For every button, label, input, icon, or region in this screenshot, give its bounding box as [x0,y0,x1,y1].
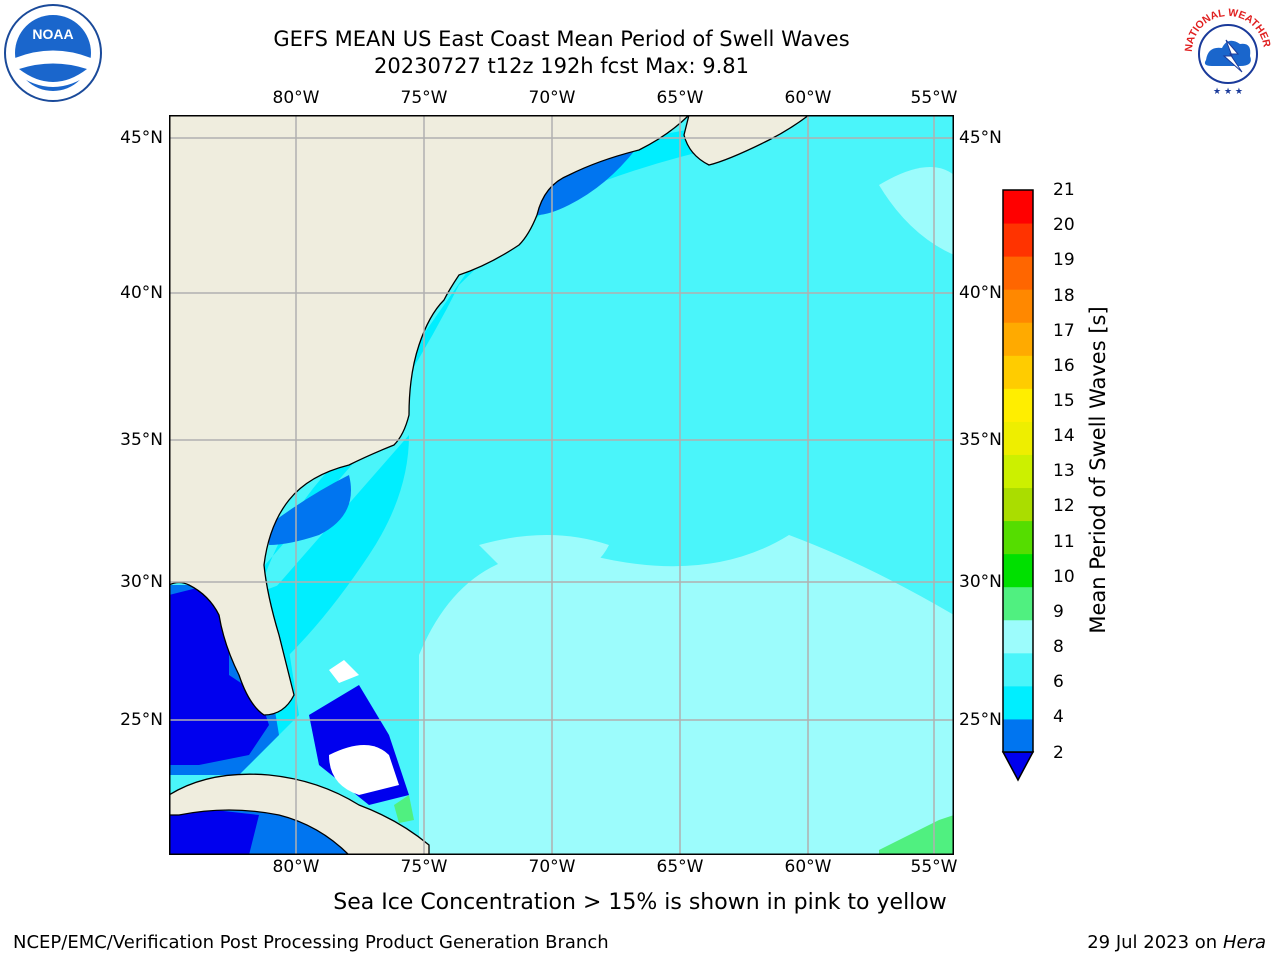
land-nova-scotia [683,115,811,166]
ocean-patch-8-9s [479,535,609,585]
colorbar-segment [1003,388,1033,422]
sea-ice-caption: Sea Ice Concentration > 15% is shown in … [333,890,947,915]
lon-tick-top-75w: 75°W [400,88,448,108]
colorbar-tick-18: 18 [1053,286,1075,306]
swell-period-map [169,115,954,855]
colorbar [1001,189,1035,782]
no-data-north-bahamas [329,660,359,683]
colorbar-tick-2: 2 [1053,743,1064,763]
lat-tick-left-30n: 30°N [120,572,163,592]
footer-branch: NCEP/EMC/Verification Post Processing Pr… [13,932,609,953]
colorbar-tick-21: 21 [1053,180,1075,200]
land-cuba [169,773,430,855]
noaa-logo: NOAA [4,4,102,102]
lat-tick-left-40n: 40°N [120,283,163,303]
footer-date-text: 29 Jul 2023 on [1087,932,1223,953]
lat-tick-right-25n: 25°N [959,710,1002,730]
colorbar-tick-17: 17 [1053,321,1075,341]
colorbar-frame [1002,189,1034,753]
lon-tick-bottom-65w: 65°W [656,857,704,877]
lon-tick-top-55w: 55°W [910,88,958,108]
svg-text:★ ★ ★: ★ ★ ★ [1213,87,1243,97]
ocean-band-8-9s [419,535,954,855]
colorbar-tick-14: 14 [1053,426,1075,446]
no-data-bahamas [329,745,399,795]
nws-logo: NATIONAL WEATHER SERVICE ★ ★ ★ [1178,2,1276,100]
colorbar-tick-9: 9 [1053,602,1064,622]
ocean-band-2-4s-maine [537,145,639,215]
lat-tick-right-30n: 30°N [959,572,1002,592]
colorbar-tick-13: 13 [1053,461,1075,481]
lon-tick-top-70w: 70°W [528,88,576,108]
lat-tick-right-35n: 35°N [959,430,1002,450]
colorbar-segment [1003,322,1033,356]
colorbar-segment [1003,454,1033,489]
lon-tick-bottom-80w: 80°W [272,857,320,877]
footer-date: 29 Jul 2023 on Hera [1087,932,1266,953]
ocean-patch-8-9s-ne [879,167,954,255]
colorbar-tick-6: 6 [1053,672,1064,692]
colorbar-segment [1003,289,1033,323]
lon-tick-bottom-70w: 70°W [528,857,576,877]
colorbar-label: Mean Period of Swell Waves [s] [1086,306,1110,634]
footer-host: Hera [1222,932,1266,953]
colorbar-segment [1003,718,1033,753]
noaa-logo-text: NOAA [32,26,73,42]
colorbar-tick-19: 19 [1053,250,1075,270]
colorbar-tick-12: 12 [1053,496,1075,516]
lon-tick-top-65w: 65°W [656,88,704,108]
ocean-shelf-4-6s [269,435,409,655]
map-subtitle: 20230727 t12z 192h fcst Max: 9.81 [374,54,749,78]
lon-tick-top-80w: 80°W [272,88,320,108]
colorbar-tick-15: 15 [1053,391,1075,411]
colorbar-segment [1003,553,1033,588]
lon-tick-top-60w: 60°W [784,88,832,108]
colorbar-segment [1003,586,1033,621]
colorbar-segment [1003,256,1033,290]
colorbar-tick-4: 4 [1053,707,1064,727]
colorbar-extend-low [1001,751,1035,782]
colorbar-segment [1003,421,1033,455]
lon-tick-bottom-55w: 55°W [910,857,958,877]
colorbar-segment [1003,685,1033,720]
lon-tick-bottom-60w: 60°W [784,857,832,877]
colorbar-segment [1003,487,1033,522]
colorbar-tick-8: 8 [1053,637,1064,657]
lon-tick-bottom-75w: 75°W [400,857,448,877]
ocean-band-lt2s-south [169,805,259,855]
colorbar-tick-16: 16 [1053,356,1075,376]
lat-tick-right-45n: 45°N [959,128,1002,148]
ocean-band-2-4s-florida [269,475,351,545]
colorbar-segment [1003,355,1033,389]
map-title: GEFS MEAN US East Coast Mean Period of S… [273,27,850,51]
lat-tick-left-35n: 35°N [120,430,163,450]
lat-tick-left-25n: 25°N [120,710,163,730]
map-graticule [169,115,954,855]
map-frame [169,115,954,855]
colorbar-segment [1003,652,1033,687]
lat-tick-right-40n: 40°N [959,283,1002,303]
land-north-america [169,115,690,716]
colorbar-segment [1003,520,1033,555]
ocean-patch-9-10s-east [879,815,954,855]
colorbar-segment [1003,223,1033,257]
colorbar-segment [1003,619,1033,654]
colorbar-tick-10: 10 [1053,567,1075,587]
colorbar-segment [1003,190,1033,224]
colorbar-tick-11: 11 [1053,532,1075,552]
ocean-patch-9-10s-west [394,795,414,823]
lat-tick-left-45n: 45°N [120,128,163,148]
colorbar-tick-20: 20 [1053,215,1075,235]
